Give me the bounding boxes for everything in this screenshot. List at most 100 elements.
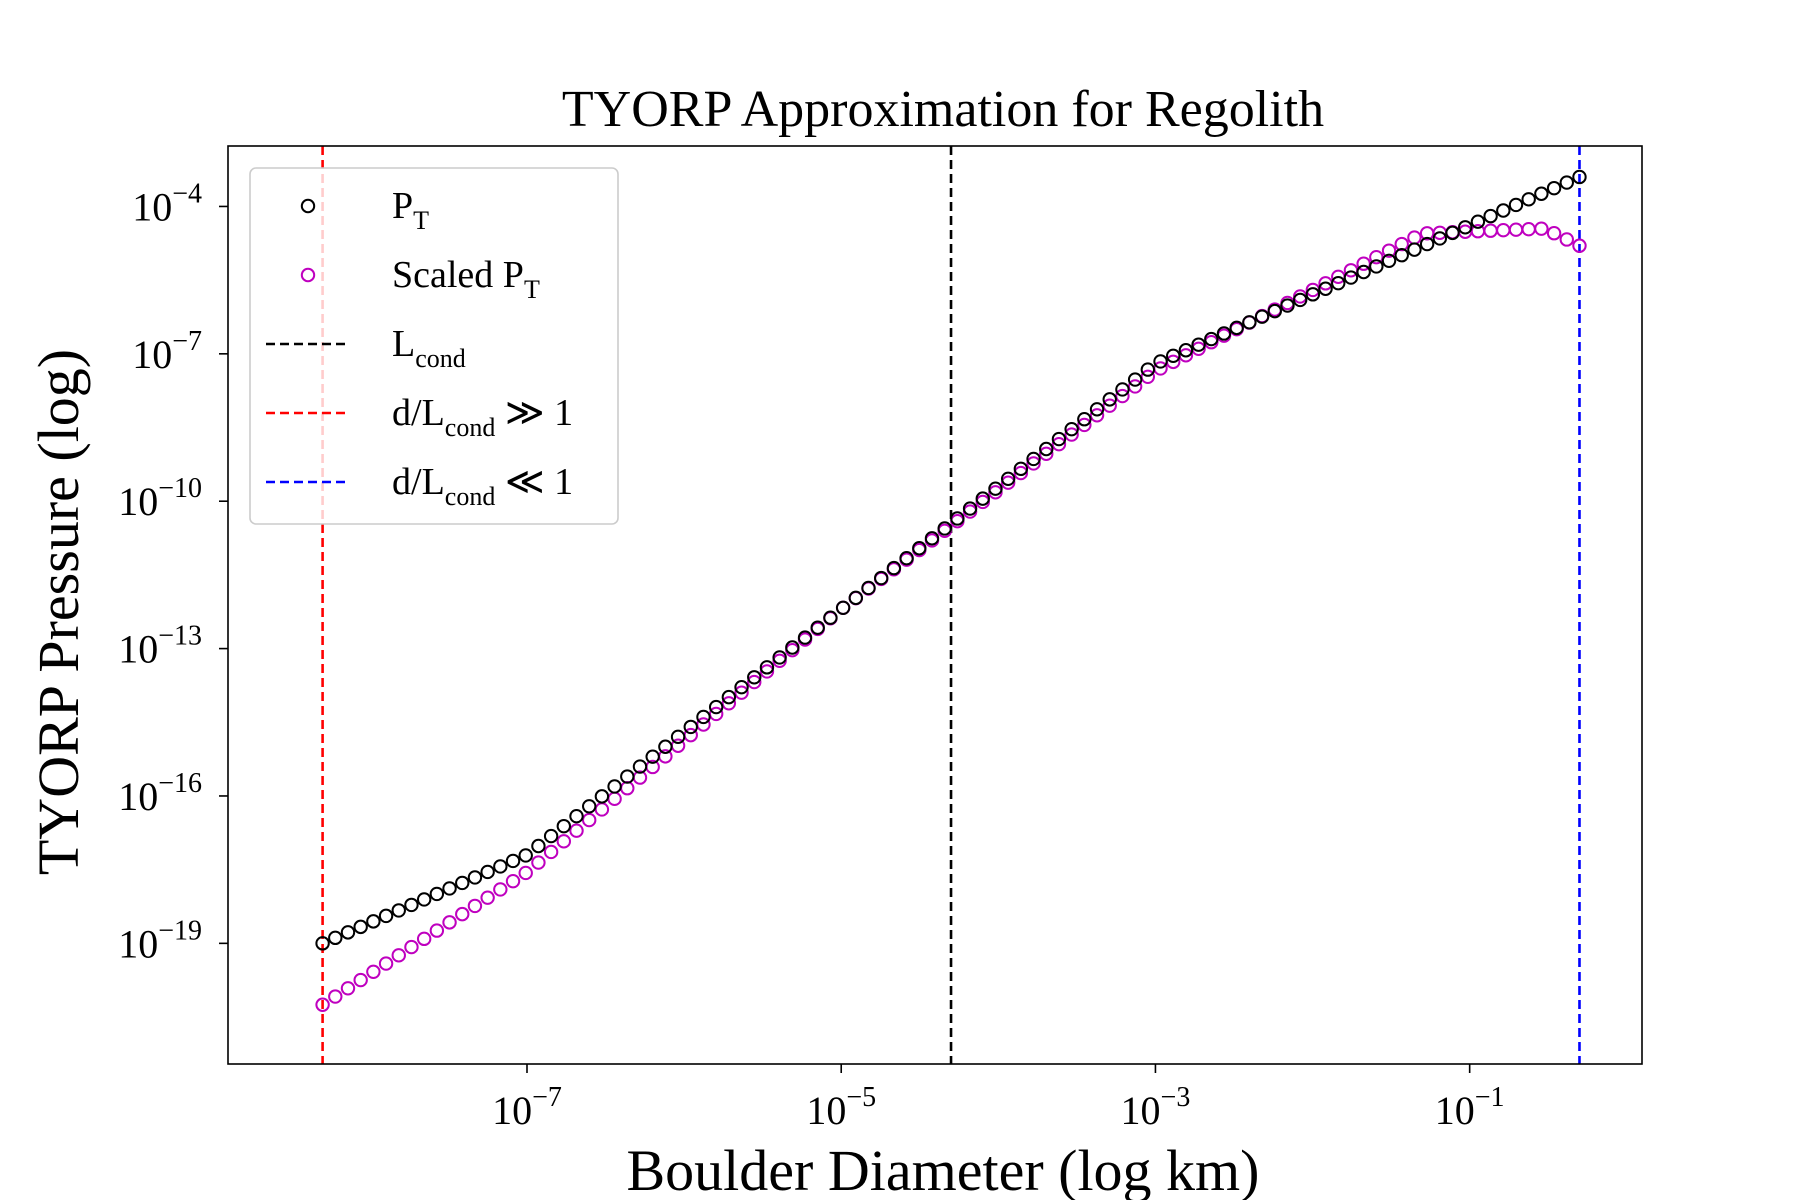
data-point [1039,446,1054,462]
data-point [759,660,775,675]
data-point [1407,242,1422,257]
data-point [874,570,889,586]
data-point [1115,388,1130,404]
legend-label: Scaled PT [392,254,540,304]
x-axis-label: Boulder Diameter (log km) [627,1138,1260,1200]
data-point [1445,225,1460,241]
data-point [1369,249,1384,265]
data-point [442,881,457,896]
data-point [708,699,724,715]
data-point [391,948,406,963]
data-point [353,919,368,935]
data-point [1191,337,1206,352]
data-point [1534,221,1549,236]
data-point [455,875,470,891]
data-point [455,906,470,922]
data-point [1204,331,1219,347]
data-point [1089,402,1105,417]
y-tick-label: 10−4 [132,178,202,229]
data-point [1331,275,1346,291]
data-point [658,739,673,754]
data-point [404,939,419,955]
legend-label: Lcond [392,323,466,373]
data-point [1546,226,1562,241]
data-point [1483,208,1498,224]
data-point [1216,326,1232,341]
data-point [1419,236,1435,252]
data-point [1318,281,1333,296]
data-point [1077,417,1092,433]
data-point [1102,398,1117,413]
legend-marker [300,198,316,214]
data-point [1254,309,1270,324]
data-point [1534,186,1549,201]
data-point [391,903,406,918]
data-point [1102,392,1117,407]
data-point [1343,270,1359,285]
data-point [1572,238,1587,253]
data-point [632,759,648,774]
data-point [848,590,864,606]
data-point [1051,436,1067,452]
data-point [429,923,445,938]
data-point [467,870,483,885]
data-point [518,848,533,863]
data-point [340,981,356,996]
y-tick-label: 10−19 [118,915,202,966]
legend-box [249,167,619,525]
data-point [1394,236,1409,252]
data-point [328,989,343,1004]
data-point [569,809,584,824]
data-point [1381,253,1397,269]
data-point [1026,451,1041,467]
data-point [924,531,940,546]
data-point [607,779,622,794]
plot-area [315,146,1587,1064]
data-point [1127,372,1143,387]
data-point [1013,465,1029,481]
data-point [645,749,660,764]
data-point [759,664,775,679]
legend-label: d/Lcond ≪ 1 [392,461,573,511]
data-point [416,931,432,947]
data-point [835,600,851,616]
data-point [328,930,343,946]
data-point [1153,354,1168,369]
data-point [493,859,508,874]
data-point [340,925,356,940]
data-point [785,640,800,655]
data-point [582,799,597,814]
legend-label: d/Lcond ≫ 1 [392,392,573,442]
data-point [772,650,787,665]
legend: PT Scaled PT Lcond d/Lcond ≫ 1 d/Lcond ≪ 1 [249,167,619,525]
data-point [416,892,432,907]
data-point [747,670,762,685]
x-tick-label: 10−5 [806,1082,876,1133]
data-point [1546,180,1562,196]
data-point [518,865,533,881]
data-point [569,823,584,838]
data-point [1064,427,1079,442]
data-point [366,914,381,929]
y-axis-label: TYORP Pressure (log) [26,349,91,875]
data-point [1267,303,1282,319]
data-point [886,560,902,576]
data-point [1026,456,1041,471]
data-point [366,964,381,980]
data-point [962,501,978,516]
data-point [937,521,952,536]
legend-marker [300,267,316,283]
data-point [1166,348,1181,364]
data-point [721,696,737,711]
data-point [556,834,572,849]
data-point [1013,461,1029,477]
data-point [1381,243,1397,258]
data-point [1280,298,1295,313]
series-p-t [315,169,1587,951]
data-point [1508,197,1524,213]
data-point [543,828,559,844]
data-point [556,818,572,834]
data-point [734,685,749,700]
data-point [1089,408,1105,423]
